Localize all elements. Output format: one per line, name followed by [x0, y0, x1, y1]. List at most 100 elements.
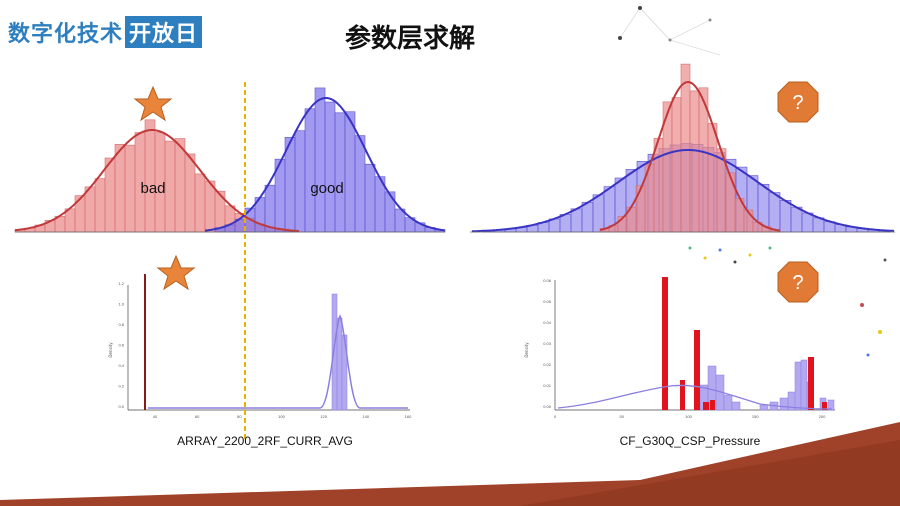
label-bad: bad: [140, 180, 165, 197]
histogram-bar: [124, 144, 136, 233]
histogram-bar: [354, 135, 366, 233]
tick-label: 160: [405, 414, 412, 419]
label-good: good: [310, 180, 343, 197]
histogram-bar: [264, 184, 276, 233]
tick-label: 1.0: [118, 302, 124, 307]
tick-label: 0.8: [118, 322, 124, 327]
histogram-bar: [84, 186, 96, 233]
histogram-bar: [680, 63, 691, 233]
histogram-bar: [174, 138, 186, 233]
watermark: ◎ 大数跨境: [6, 477, 81, 498]
histogram-bar: [344, 111, 356, 233]
tick-label: 0.03: [543, 341, 552, 346]
watermark-text: 大数跨境: [21, 479, 82, 497]
histogram-bar: [114, 144, 126, 233]
tick-label: 120: [320, 414, 327, 419]
histogram-bar: [653, 137, 664, 233]
top-left-histogram: [14, 87, 446, 233]
tick-label: 100: [685, 414, 692, 419]
tick-label: 200: [819, 414, 826, 419]
tick-label: 0.01: [543, 383, 552, 388]
histogram-bar: [759, 404, 769, 411]
tick-label: 150: [752, 414, 759, 419]
tick-label: 60: [195, 414, 200, 419]
histogram-bar: [581, 201, 594, 233]
caption-bottom-left: ARRAY_2200_2RF_CURR_AVG: [177, 434, 353, 448]
tick-label: 0.02: [543, 362, 552, 367]
histogram-bar: [364, 163, 376, 233]
tick-label: 0.04: [543, 320, 552, 325]
histogram-bar: [707, 123, 718, 233]
histogram-bar: [689, 90, 700, 233]
histogram-bar: [790, 206, 803, 233]
top-right-histogram: [470, 63, 895, 233]
star-icon: [133, 85, 173, 122]
histogram-bar: [710, 400, 715, 410]
tick-label: 0.06: [543, 278, 552, 283]
network-decoration: [618, 6, 721, 56]
histogram-bar: [194, 173, 206, 233]
histogram-bar: [635, 185, 646, 233]
watermark-logo-icon: ◎: [6, 480, 18, 495]
tick-label: 1.2: [118, 281, 124, 286]
brand-text: 数字化技术: [8, 22, 124, 47]
tick-label: 0.05: [543, 299, 552, 304]
tick-label: 0.4: [118, 363, 124, 368]
histogram-bar: [324, 101, 336, 233]
histogram-bar: [768, 192, 781, 233]
histogram-bar: [184, 153, 196, 233]
histogram-bar: [694, 330, 700, 410]
histogram-bar: [827, 399, 835, 411]
histogram-bar: [384, 191, 396, 233]
histogram-bar: [662, 277, 668, 410]
star-icon: [156, 254, 196, 291]
histogram-bar: [822, 402, 827, 410]
bottom-left-density-plot: 40 60 80 100 120 140 160 0.0 0.2 0.4 0.6 0.8 1.0 1.2…: [108, 274, 412, 419]
tick-label: 0.6: [118, 343, 124, 348]
tick-label: 100: [278, 414, 285, 419]
histogram-bar: [294, 130, 306, 233]
histogram-bar: [164, 140, 176, 233]
histogram-bar: [94, 178, 106, 233]
histogram-bar: [779, 397, 789, 411]
tick-label: 0.0: [118, 404, 124, 409]
histogram-bar: [559, 214, 572, 233]
page-title: 参数层求解: [344, 24, 475, 54]
tick-label: 0: [554, 414, 557, 419]
caption-bottom-right: CF_G30Q_CSP_Pressure: [619, 434, 761, 448]
histogram-bar: [800, 359, 808, 411]
histogram-bar: [723, 394, 733, 411]
br-ylabel: Density: [524, 342, 529, 358]
histogram-bar: [779, 200, 792, 233]
question-badge-bottom: ?: [777, 261, 819, 303]
tick-label: 50: [620, 414, 625, 419]
tick-label: 140: [362, 414, 369, 419]
tick-label: 40: [153, 414, 158, 419]
dots-decoration: [688, 246, 887, 357]
histogram-bar: [808, 357, 814, 410]
bottom-right-density-plot: 0 50 100 150 200 0.00 0.01 0.02 0.03 0.04 0.05 0.0…: [524, 277, 835, 419]
histogram-bar: [204, 180, 216, 233]
question-mark: ?: [792, 92, 803, 114]
tick-label: 80: [237, 414, 242, 419]
question-badge-top: ?: [777, 81, 819, 123]
histogram-bar: [592, 194, 605, 233]
histogram-bar: [314, 87, 326, 233]
histogram-bar: [680, 380, 685, 410]
histogram-bar: [104, 157, 116, 233]
histogram-bar: [144, 119, 156, 233]
bl-ylabel: Density: [108, 342, 113, 358]
histogram-bar: [794, 361, 802, 411]
question-mark: ?: [792, 272, 803, 294]
tick-label: 0.2: [118, 384, 124, 389]
brand-logo: 数字化技术 开放日: [8, 16, 203, 48]
histogram-bar: [801, 212, 814, 233]
histogram-bar: [703, 402, 709, 410]
histogram-bar: [671, 97, 682, 233]
brand-highlight: 开放日: [125, 16, 203, 48]
histogram-bar: [570, 208, 583, 233]
histogram-bar: [731, 401, 741, 411]
histogram-bar: [304, 108, 316, 233]
histogram-bar: [334, 112, 346, 233]
